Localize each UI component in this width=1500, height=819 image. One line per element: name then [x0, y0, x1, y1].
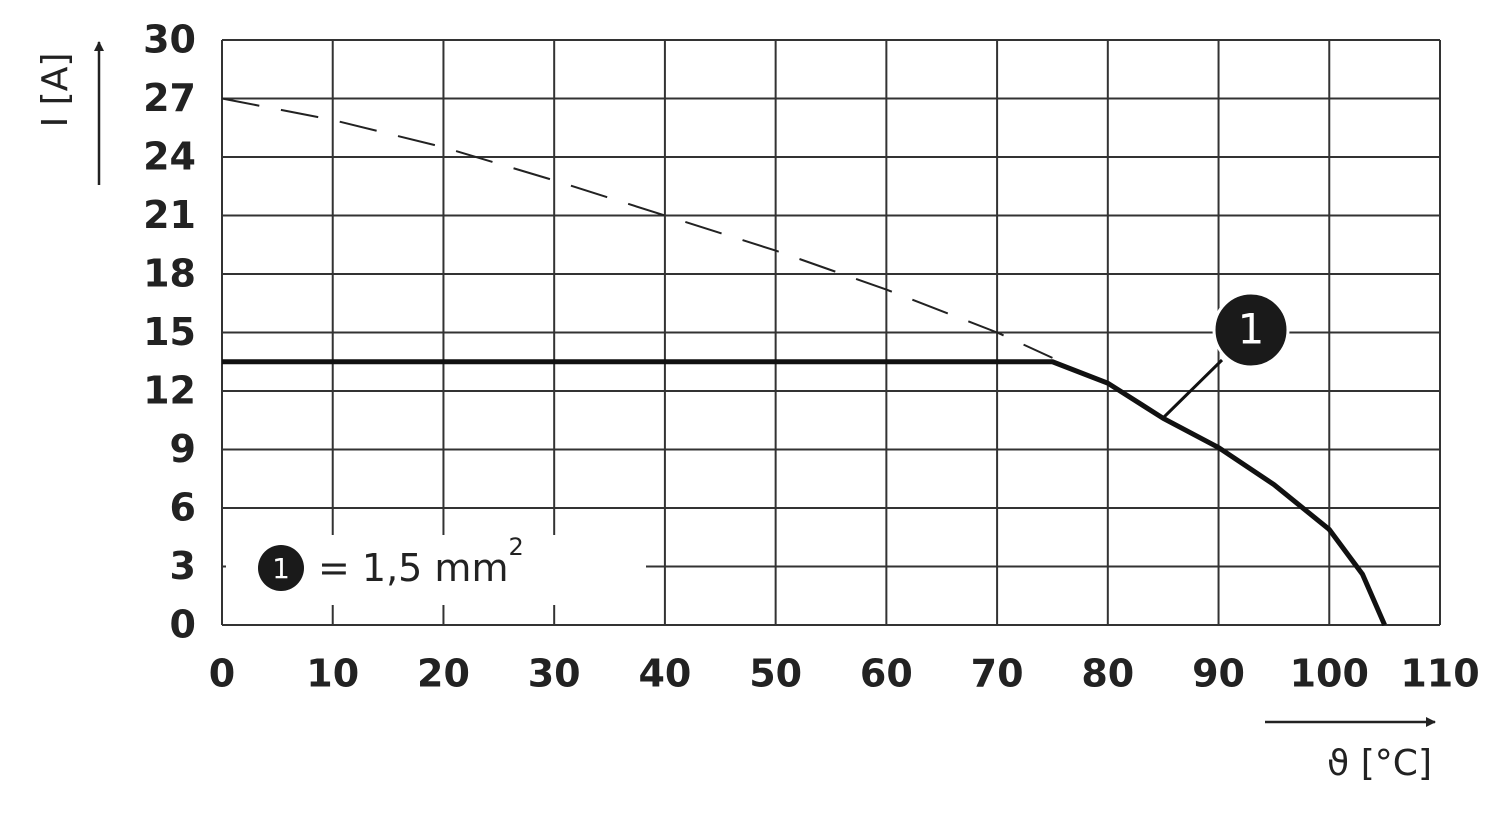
- x-tick-label: 10: [306, 652, 359, 696]
- y-axis-label: I [A]: [35, 53, 76, 128]
- series-line: [222, 359, 1387, 627]
- callout-circle: [1212, 291, 1290, 369]
- legend-marker: [258, 545, 304, 591]
- x-tick-label: 70: [971, 652, 1024, 696]
- x-tick-label: 60: [860, 652, 913, 696]
- legend-superscript: 2: [508, 533, 523, 561]
- y-tick-label: 30: [143, 18, 196, 62]
- x-tick-label: 80: [1081, 652, 1134, 696]
- x-tick-label: 40: [638, 652, 691, 696]
- callout-label: 1: [1238, 305, 1265, 354]
- callout-leader: [1161, 358, 1224, 420]
- x-axis-label: ϑ [°C]: [1327, 743, 1432, 784]
- y-tick-label: 21: [143, 193, 196, 237]
- y-tick-label: 18: [143, 252, 196, 296]
- x-tick-label: 90: [1192, 652, 1245, 696]
- y-tick-label: 27: [143, 76, 196, 120]
- y-tick-label: 0: [170, 603, 196, 647]
- y-tick-label: 3: [170, 544, 196, 588]
- lines: [221, 97, 1387, 627]
- y-tick-label: 9: [170, 427, 196, 471]
- x-tick-label: 20: [417, 652, 470, 696]
- y-tick-label: 24: [143, 135, 196, 179]
- series-line: [221, 97, 1053, 359]
- legend-text: = 1,5 mm2: [318, 533, 524, 590]
- x-tick-label: 50: [749, 652, 802, 696]
- x-tick-label: 0: [209, 652, 235, 696]
- y-tick-label: 15: [143, 310, 196, 354]
- y-tick-label: 6: [170, 486, 196, 530]
- legend-label: = 1,5 mm: [318, 546, 508, 590]
- x-tick-label: 30: [528, 652, 581, 696]
- y-tick-label: 12: [143, 369, 196, 413]
- x-tick-label: 100: [1290, 652, 1369, 696]
- x-tick-label: 110: [1400, 652, 1479, 696]
- legend-marker-label: 1: [272, 552, 290, 585]
